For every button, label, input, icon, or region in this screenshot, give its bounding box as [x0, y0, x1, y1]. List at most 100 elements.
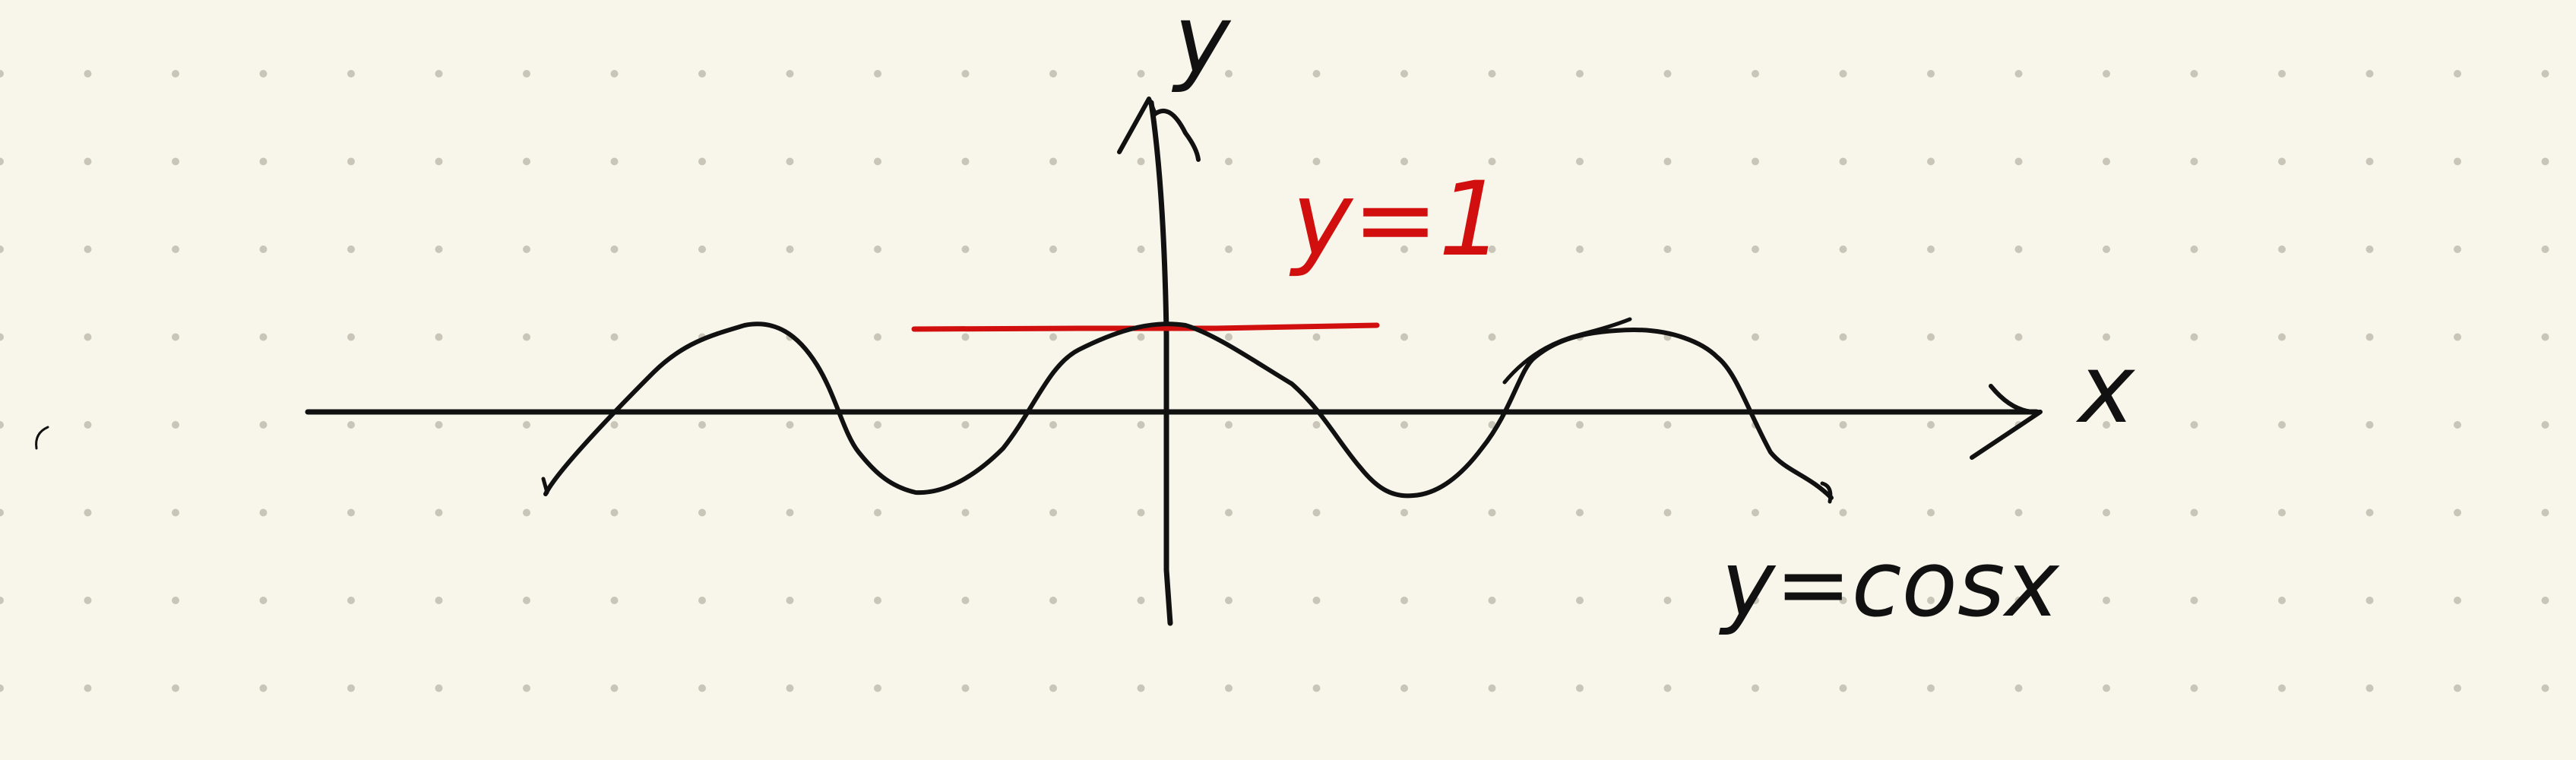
grid-dot — [1927, 333, 1935, 341]
grid-dot — [1312, 70, 1321, 78]
grid-dot — [1576, 597, 1584, 604]
grid-dot — [2103, 70, 2110, 78]
grid-dot — [259, 157, 267, 166]
grid-dot — [1839, 684, 1847, 692]
grid-dot — [874, 684, 881, 692]
grid-dot — [1049, 333, 1057, 341]
line-y-equals-1-label: y=1 — [1289, 160, 1504, 279]
grid-dot — [1400, 245, 1408, 253]
grid-dot — [259, 597, 267, 604]
grid-dot — [347, 684, 355, 692]
grid-dot — [698, 597, 706, 604]
grid-dot — [2014, 70, 2023, 78]
grid-dot — [1488, 684, 1496, 692]
grid-dot — [961, 245, 970, 253]
grid-dot — [435, 70, 443, 78]
grid-dot — [786, 70, 794, 78]
grid-dot — [172, 421, 179, 429]
grid-dot — [84, 421, 92, 429]
grid-dot — [435, 508, 443, 517]
grid-dot — [435, 333, 443, 341]
grid-dot — [2366, 333, 2374, 341]
grid-dot — [435, 245, 443, 253]
grid-dot — [2278, 70, 2286, 78]
grid-dot — [1225, 333, 1233, 341]
grid-dot — [172, 333, 179, 341]
grid-dot — [2366, 70, 2374, 78]
grid-dot — [84, 333, 92, 341]
grid-dot — [0, 70, 4, 78]
grid-dot — [0, 245, 4, 253]
grid-dot — [961, 70, 970, 78]
grid-dot — [1576, 421, 1584, 429]
grid-dot — [1488, 245, 1496, 253]
grid-dot — [2541, 245, 2549, 253]
grid-dot — [1400, 157, 1408, 166]
grid-dot — [698, 245, 706, 253]
grid-dot — [874, 333, 881, 341]
grid-dot — [347, 333, 355, 341]
grid-dot — [1225, 421, 1233, 429]
grid-dot — [961, 333, 970, 341]
grid-dot — [961, 421, 970, 429]
grid-dot — [2541, 684, 2549, 692]
grid-dot — [1312, 157, 1321, 166]
grid-dot — [1576, 245, 1584, 253]
grid-dot — [1752, 157, 1759, 166]
grid-dot — [1488, 421, 1496, 429]
grid-dot — [1752, 245, 1759, 253]
x-axis-label: x — [2075, 334, 2136, 445]
grid-dot — [259, 70, 267, 78]
grid-dot — [1049, 245, 1057, 253]
y-axis-arrowhead — [1117, 97, 1201, 162]
grid-dot — [1137, 597, 1145, 604]
x-axis-arrowhead — [1970, 384, 2043, 460]
grid-dot — [1225, 508, 1233, 517]
grid-dot — [2278, 157, 2286, 166]
grid-dot — [1839, 70, 1847, 78]
grid-dot — [1049, 684, 1057, 692]
grid-dot — [84, 157, 92, 166]
grid-dot — [786, 508, 794, 517]
grid-dot — [1663, 157, 1672, 166]
grid-dot — [2366, 597, 2374, 604]
grid-dot — [1752, 597, 1759, 604]
grid-dot — [2541, 70, 2549, 78]
grid-dot — [2014, 333, 2023, 341]
grid-dot — [1137, 157, 1145, 166]
grid-dot — [610, 597, 619, 604]
grid-dot — [84, 597, 92, 604]
grid-dot — [435, 597, 443, 604]
grid-dot — [347, 508, 355, 517]
grid-dot — [786, 597, 794, 604]
grid-dot — [1927, 157, 1935, 166]
grid-dot — [786, 245, 794, 253]
grid-dot — [2103, 597, 2110, 604]
grid-dot — [2014, 245, 2023, 253]
grid-dot — [2278, 684, 2286, 692]
grid-dot — [698, 157, 706, 166]
y-axis-label: y — [1171, 0, 1232, 95]
grid-dot — [610, 684, 619, 692]
grid-dot — [2541, 421, 2549, 429]
grid-dot — [874, 245, 881, 253]
grid-dot — [2454, 597, 2461, 604]
grid-dot — [1137, 684, 1145, 692]
grid-dot — [1312, 597, 1321, 604]
grid-dot — [2454, 245, 2461, 253]
grid-dot — [523, 421, 530, 429]
grid-dot — [523, 245, 530, 253]
grid-dot — [172, 508, 179, 517]
grid-dot — [874, 508, 881, 517]
grid-dot — [172, 597, 179, 604]
grid-dot — [1488, 597, 1496, 604]
grid-dot — [1049, 508, 1057, 517]
grid-dot — [1225, 70, 1233, 78]
grid-dot — [523, 684, 530, 692]
grid-dot — [1927, 421, 1935, 429]
grid-dot — [0, 684, 4, 692]
grid-dot — [1839, 421, 1847, 429]
grid-dot — [1049, 157, 1057, 166]
grid-dot — [2190, 684, 2198, 692]
grid-dot — [2366, 684, 2374, 692]
